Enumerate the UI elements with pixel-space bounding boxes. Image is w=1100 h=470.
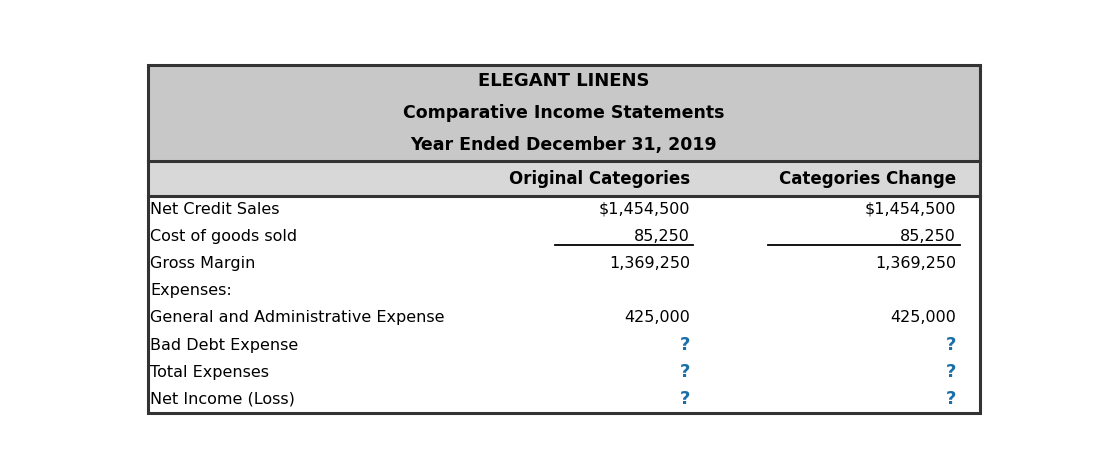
Bar [147, 331, 980, 359]
Text: Net Income (Loss): Net Income (Loss) [151, 392, 295, 407]
Text: Net Credit Sales: Net Credit Sales [151, 202, 279, 217]
Text: Original Categories: Original Categories [509, 170, 690, 188]
Text: 85,250: 85,250 [634, 229, 690, 244]
Text: ?: ? [680, 363, 690, 381]
Text: 425,000: 425,000 [624, 310, 690, 325]
Text: ?: ? [946, 390, 956, 408]
Bar [147, 250, 980, 277]
Text: ?: ? [946, 363, 956, 381]
Text: Year Ended December 31, 2019: Year Ended December 31, 2019 [410, 136, 717, 154]
Text: ?: ? [946, 336, 956, 354]
Text: 1,369,250: 1,369,250 [608, 256, 690, 271]
Text: $1,454,500: $1,454,500 [865, 202, 956, 217]
Bar [147, 161, 980, 196]
Text: ?: ? [680, 390, 690, 408]
Text: Cost of goods sold: Cost of goods sold [151, 229, 297, 244]
Text: 425,000: 425,000 [890, 310, 956, 325]
Text: Gross Margin: Gross Margin [151, 256, 255, 271]
Bar [147, 359, 980, 386]
Text: Total Expenses: Total Expenses [151, 365, 270, 380]
Text: Expenses:: Expenses: [151, 283, 232, 298]
Text: Bad Debt Expense: Bad Debt Expense [151, 337, 298, 352]
Bar [147, 304, 980, 331]
Text: 1,369,250: 1,369,250 [874, 256, 956, 271]
Text: Categories Change: Categories Change [779, 170, 956, 188]
Text: ELEGANT LINENS: ELEGANT LINENS [478, 72, 649, 90]
Text: General and Administrative Expense: General and Administrative Expense [151, 310, 444, 325]
Bar [147, 386, 980, 413]
Text: Comparative Income Statements: Comparative Income Statements [403, 104, 725, 122]
Text: 85,250: 85,250 [900, 229, 956, 244]
Bar [147, 65, 980, 161]
Text: $1,454,500: $1,454,500 [598, 202, 690, 217]
Bar [147, 223, 980, 250]
Text: ?: ? [680, 336, 690, 354]
Bar [147, 196, 980, 223]
Bar [147, 277, 980, 304]
